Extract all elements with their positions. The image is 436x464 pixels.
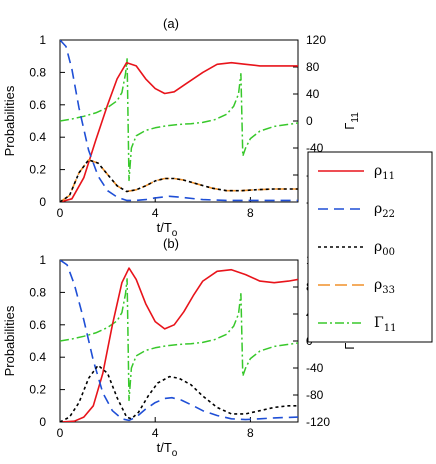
y2-tick-label: 120 [306,33,326,47]
y2-tick-label: -120 [306,415,330,429]
series-line-ρ22 [60,40,298,202]
y-tick-label: 0 [39,415,46,429]
x-axis-label: t/To [157,220,178,239]
x-tick-label: 4 [152,426,159,440]
y2-tick-label: -40 [306,361,324,375]
x-tick-label: 0 [57,206,64,220]
series-line-ρ33 [60,159,298,202]
y-axis-label: Probabilities [2,305,17,376]
y-tick-label: 1 [39,33,46,47]
y-tick-label: 0.2 [29,163,46,177]
y2-axis-label: Γ11 [342,112,361,130]
chart-legend: ρ11 ρ22 ρ00 ρ33 Γ11 [307,151,433,343]
chart-panel-a: (a)00.20.40.60.8112080400-40-80-120048Pr… [2,16,361,239]
y-tick-label: 0.4 [29,350,46,364]
series-line-ρ11 [60,267,298,422]
x-tick-label: 4 [152,206,159,220]
y-tick-label: 0.4 [29,130,46,144]
x-tick-label: 8 [247,426,254,440]
legend-label: ρ11 [374,163,395,182]
panel-title: (b) [163,236,179,251]
series-line-ρ11 [60,61,298,202]
legend-label: ρ22 [374,201,395,220]
y-tick-label: 0.8 [29,285,46,299]
x-tick-label: 0 [57,426,64,440]
legend-label: ρ00 [374,239,395,258]
chart-panel-b: (b)00.20.40.60.8112080400-40-80-120048Pr… [2,236,361,459]
series-line-Γ11 [60,278,298,402]
y-tick-label: 1 [39,253,46,267]
y2-tick-label: 40 [306,87,320,101]
y2-tick-label: -80 [306,388,324,402]
y-tick-label: 0.6 [29,98,46,112]
y-axis-label: Probabilities [2,85,17,156]
x-axis-label: t/To [157,440,178,459]
y-tick-label: 0.2 [29,383,46,397]
series-line-ρ00 [60,159,298,202]
legend-label: ρ33 [374,277,395,296]
x-tick-label: 8 [247,206,254,220]
series-line-Γ11 [60,58,298,182]
y-tick-label: 0.8 [29,65,46,79]
y2-tick-label: 80 [306,60,320,74]
y2-tick-label: 0 [306,114,313,128]
series-line-ρ00 [60,364,298,422]
legend-box [307,151,433,343]
panel-title: (a) [163,16,179,31]
y-tick-label: 0.6 [29,318,46,332]
series-line-ρ22 [60,260,298,422]
y-tick-label: 0 [39,195,46,209]
plot-frame [59,39,299,203]
legend-label: Γ11 [374,315,396,334]
